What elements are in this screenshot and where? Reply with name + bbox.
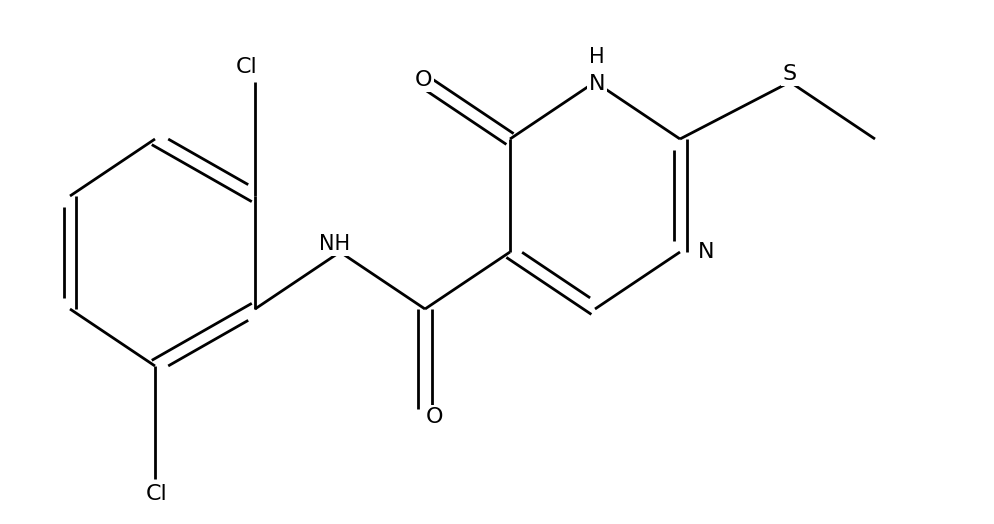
Text: O: O <box>426 407 443 427</box>
Text: Cl: Cl <box>237 57 257 77</box>
Text: N: N <box>588 74 605 94</box>
Text: H: H <box>589 47 604 67</box>
Text: S: S <box>783 64 797 84</box>
Text: Cl: Cl <box>146 484 168 504</box>
Text: NH: NH <box>319 234 351 254</box>
Text: O: O <box>414 70 431 90</box>
Text: N: N <box>698 242 715 262</box>
